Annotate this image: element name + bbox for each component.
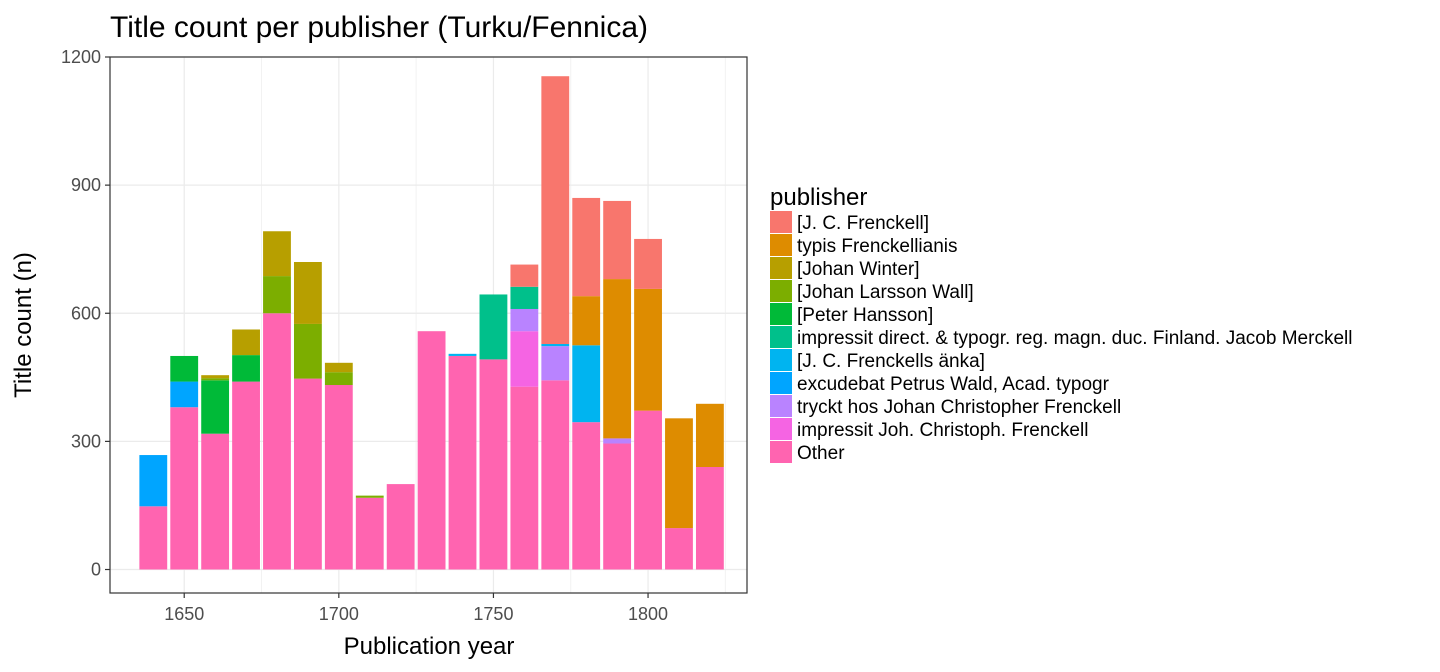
bar-segment [263,313,291,570]
axis-ticks: 0 300 600 900 1200 1650 1700 1750 1800 [61,47,668,624]
bar-segment [417,331,446,570]
legend-label: impressit direct. & typogr. reg. magn. d… [797,328,1352,349]
bar-segment [510,264,539,287]
bar-segment [634,410,662,570]
legend-key [770,303,792,325]
y-tick-label: 300 [71,431,101,451]
bar-segment [603,279,632,439]
legend-key [770,372,792,394]
bar-segment [510,331,539,387]
bar-segment [293,378,322,570]
legend-key [770,418,792,440]
bar-segment [232,381,260,570]
legend-label: Other [797,443,845,464]
bar-segment [232,355,260,382]
bar-segment [572,197,601,297]
bar-segment [448,355,477,570]
bar-segment [603,443,632,570]
x-tick-label: 1700 [319,604,359,624]
x-tick-label: 1800 [628,604,668,624]
legend: [J. C. Frenckell]typis Frenckellianis[Jo… [770,211,1352,464]
bar-segment [324,372,353,386]
bar-segment [139,455,168,507]
y-axis-title: Title count (n) [10,252,37,398]
legend-title: publisher [770,184,867,211]
bar-segment [293,323,322,379]
bar-segment [355,495,384,498]
bar-segment [386,484,415,570]
legend-key [770,280,792,302]
legend-key [770,234,792,256]
bar-segment [263,276,291,314]
legend-key [770,326,792,348]
bar-segment [170,381,199,408]
legend-label: impressit Joh. Christoph. Frenckell [797,420,1088,441]
bar-segment [695,403,724,468]
legend-label: excudebat Petrus Wald, Acad. typogr [797,374,1110,395]
legend-label: tryckt hos Johan Christopher Frenckell [797,397,1121,418]
x-tick-label: 1750 [473,604,513,624]
legend-key [770,211,792,233]
bar-segment [541,344,570,347]
bar-segment [293,262,322,324]
bar-segment [324,362,353,373]
bar-segment [572,296,601,346]
bar-segment [695,467,724,570]
chart-title: Title count per publisher (Turku/Fennica… [110,11,648,44]
y-tick-label: 900 [71,175,101,195]
x-tick-label: 1650 [164,604,204,624]
bar-segment [479,294,508,360]
bar-segment [324,385,353,570]
bar-segment [665,418,693,529]
bar-segment [479,359,508,570]
bar-segment [603,200,632,280]
legend-label: [J. C. Frenckell] [797,213,929,234]
bar-segment [170,407,199,570]
legend-label: [Johan Winter] [797,259,920,280]
bars [139,76,724,570]
bar-segment [510,308,539,332]
bar-segment [510,286,539,309]
legend-key [770,441,792,463]
legend-key [770,257,792,279]
y-tick-label: 0 [91,560,101,580]
bar-segment [139,506,168,570]
bar-segment [665,528,693,570]
bar-segment [201,380,230,434]
y-tick-label: 1200 [61,47,101,67]
bar-segment [201,378,230,381]
bar-segment [572,345,601,423]
bar-segment [541,346,570,381]
bar-segment [634,288,662,411]
bar-segment [355,497,384,570]
y-tick-label: 600 [71,303,101,323]
x-axis-title: Publication year [344,633,515,660]
plot-border [109,56,748,594]
legend-label: [J. C. Frenckells änka] [797,351,985,372]
bar-segment [603,438,632,444]
bar-segment [541,76,570,345]
legend-key [770,395,792,417]
legend-label: typis Frenckellianis [797,236,958,257]
bar-segment [510,386,539,570]
bar-segment [170,355,199,382]
legend-key [770,349,792,371]
bar-segment [201,433,230,570]
bar-segment [201,375,230,379]
bar-segment [448,353,477,356]
bar-segment [232,329,260,356]
legend-label: [Johan Larsson Wall] [797,282,974,303]
bar-segment [572,422,601,570]
bar-segment [634,238,662,289]
legend-label: [Peter Hansson] [797,305,933,326]
bar-segment [541,380,570,570]
bar-segment [263,231,291,277]
